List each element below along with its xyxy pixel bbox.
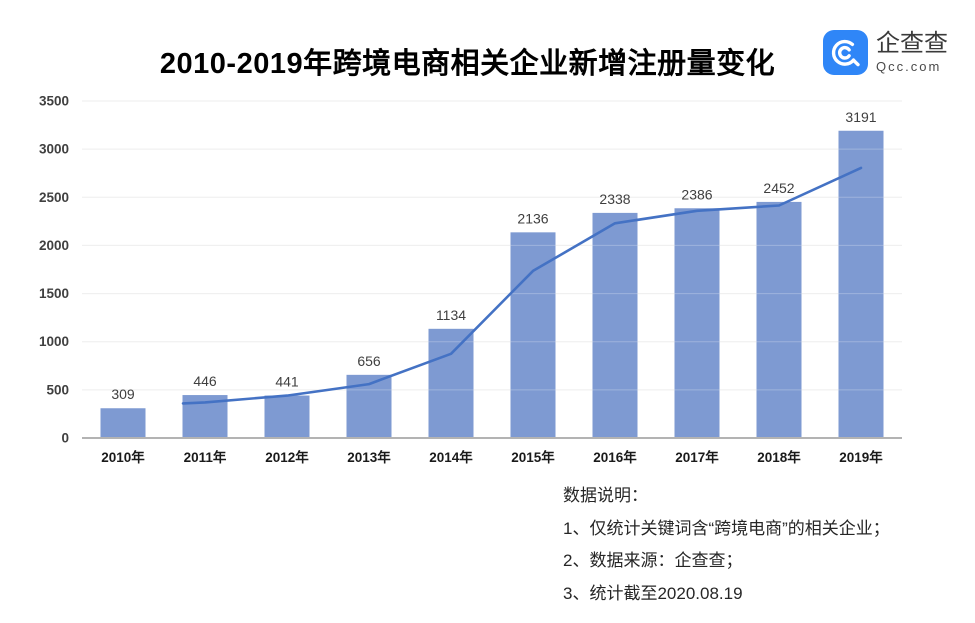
bar-value-label: 1134 xyxy=(436,307,466,323)
y-axis-label: 3500 xyxy=(39,94,69,109)
y-axis-label: 1500 xyxy=(39,286,69,301)
trend-line xyxy=(181,166,863,405)
bar-value-label: 2452 xyxy=(763,180,794,196)
x-axis-label: 2013年 xyxy=(347,449,391,465)
bar-value-label: 441 xyxy=(275,374,299,390)
x-axis-label: 2018年 xyxy=(757,449,801,465)
logo-domain: Qcc.com xyxy=(876,59,942,75)
page-title: 2010-2019年跨境电商相关企业新增注册量变化 xyxy=(159,48,776,80)
x-axis-label: 2012年 xyxy=(265,449,309,465)
bar-value-label: 2338 xyxy=(599,191,630,207)
y-axis-label: 0 xyxy=(61,431,69,446)
y-axis-label: 3000 xyxy=(39,142,69,157)
bar xyxy=(100,408,146,438)
x-axis-label: 2011年 xyxy=(184,449,227,465)
y-axis-label: 500 xyxy=(46,382,69,397)
bar xyxy=(838,130,884,438)
bar-line-chart: 0 500 1000 1500 2000 2500 3000 3500 309 446 441 656… xyxy=(39,94,902,465)
bar-value-label: 656 xyxy=(357,353,381,369)
note-item-1: 1、仅统计关键词含“跨境电商”的相关企业； xyxy=(563,518,890,538)
bar xyxy=(592,212,638,438)
bar-value-label: 3191 xyxy=(845,109,876,125)
bar-value-label: 2136 xyxy=(517,210,548,226)
x-axis-label: 2010年 xyxy=(101,449,145,465)
y-axis-label: 2000 xyxy=(39,238,69,253)
y-axis-label: 1000 xyxy=(39,334,69,349)
x-axis-label: 2016年 xyxy=(593,449,637,465)
notes-heading: 数据说明： xyxy=(563,486,648,505)
qcc-spiral-c-icon xyxy=(823,30,868,75)
y-axis-label: 2500 xyxy=(39,190,69,205)
x-axis-label: 2017年 xyxy=(675,449,719,465)
bar-value-label: 2386 xyxy=(681,186,712,202)
note-item-3: 3、统计截至2020.08.19 xyxy=(563,583,743,603)
bar xyxy=(264,395,310,438)
header: 2010-2019年跨境电商相关企业新增注册量变化 企查查 Qcc.com xyxy=(0,0,975,90)
x-axis-label: 2019年 xyxy=(839,449,883,465)
bar-value-label: 309 xyxy=(111,386,135,402)
x-axis-label: 2015年 xyxy=(511,449,555,465)
bar xyxy=(674,208,720,438)
bar xyxy=(510,232,556,438)
x-axis-label: 2014年 xyxy=(429,449,473,465)
bar xyxy=(428,328,474,438)
qcc-logo: 企查查 Qcc.com xyxy=(823,30,948,75)
logo-company-name: 企查查 xyxy=(876,29,948,57)
qcc-logo-text: 企查查 Qcc.com xyxy=(876,29,948,75)
bar-value-label: 446 xyxy=(193,373,217,389)
note-item-2: 2、数据来源：企查查； xyxy=(563,551,743,570)
bar xyxy=(756,201,802,438)
data-notes: 数据说明： 1、仅统计关键词含“跨境电商”的相关企业； 2、数据来源：企查查； … xyxy=(563,480,890,610)
